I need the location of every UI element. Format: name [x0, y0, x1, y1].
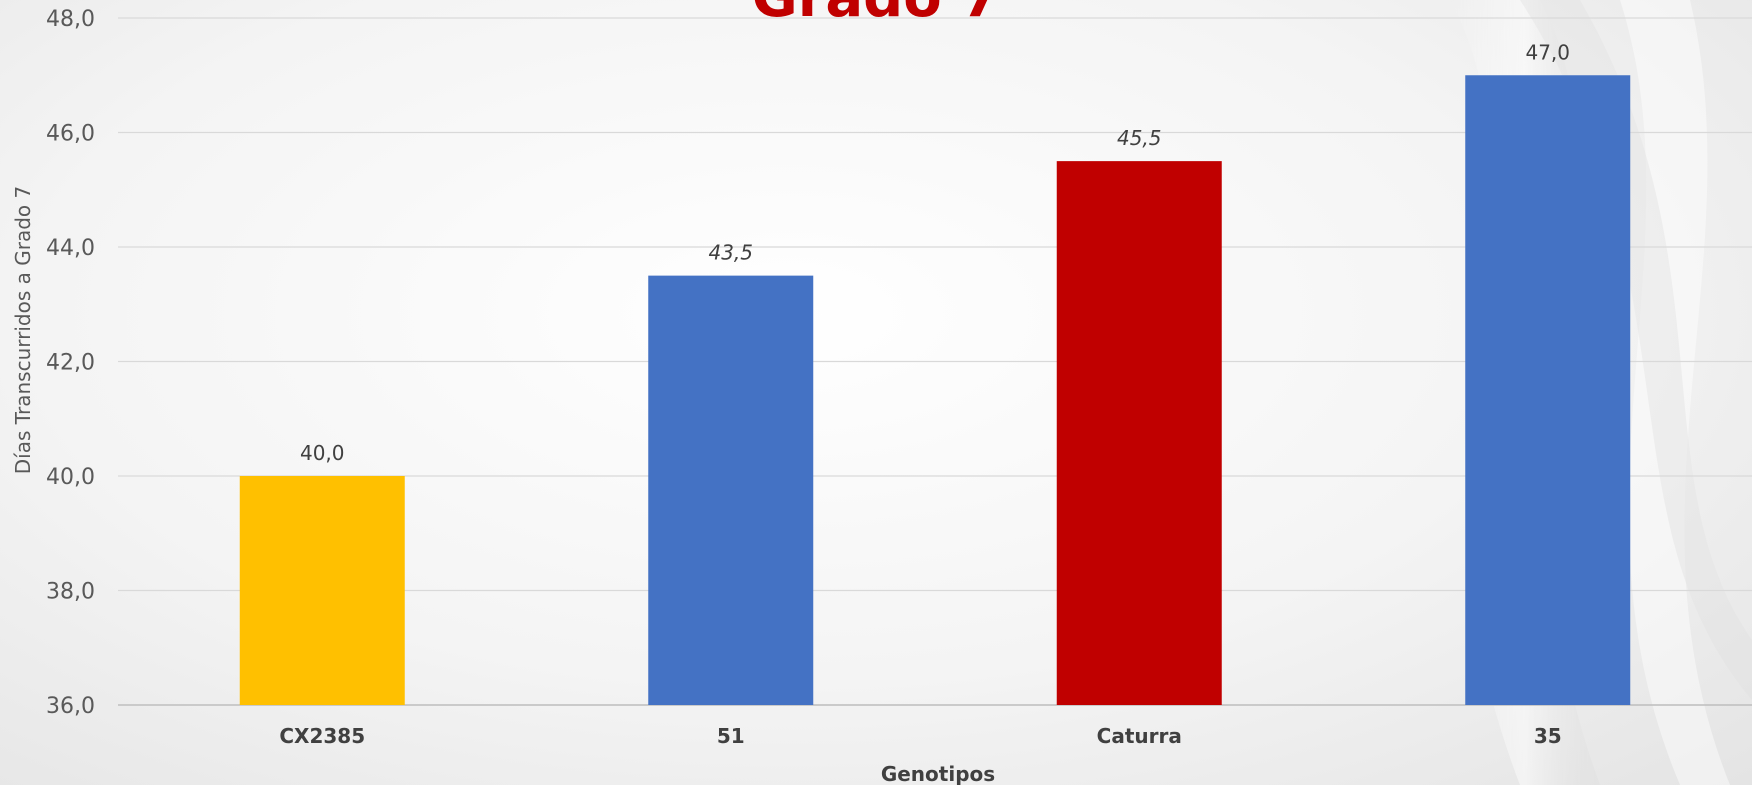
y-tick-label: 40,0 — [46, 465, 95, 490]
bar-caturra — [1057, 161, 1222, 705]
y-tick-label: 38,0 — [46, 580, 95, 605]
chart-title: Grado 7 — [752, 0, 1000, 30]
x-category-label: Caturra — [1097, 724, 1182, 748]
data-label: 43,5 — [708, 241, 753, 265]
data-label: 45,5 — [1117, 126, 1162, 150]
x-category-label: 51 — [717, 724, 745, 748]
x-axis-category-labels: CX2385 51 Caturra 35 — [279, 724, 1561, 748]
x-axis-title: Genotipos — [881, 762, 995, 785]
y-tick-label: 42,0 — [46, 351, 95, 376]
y-axis-tick-labels: 36,0 38,0 40,0 42,0 44,0 46,0 48,0 — [46, 7, 95, 719]
y-tick-label: 48,0 — [46, 7, 95, 32]
bars — [240, 75, 1631, 705]
x-category-label: 35 — [1534, 724, 1562, 748]
y-tick-label: 44,0 — [46, 236, 95, 261]
data-label: 40,0 — [300, 441, 345, 465]
x-category-label: CX2385 — [279, 724, 365, 748]
data-labels: 40,0 43,5 45,5 47,0 — [300, 40, 1570, 465]
bar-35 — [1465, 75, 1630, 705]
bar-51 — [648, 276, 813, 705]
data-label: 47,0 — [1525, 40, 1570, 64]
y-tick-label: 36,0 — [46, 694, 95, 719]
y-tick-label: 46,0 — [46, 122, 95, 147]
y-axis-title: Días Transcurridos a Grado 7 — [11, 186, 35, 474]
bar-cx2385 — [240, 476, 405, 705]
